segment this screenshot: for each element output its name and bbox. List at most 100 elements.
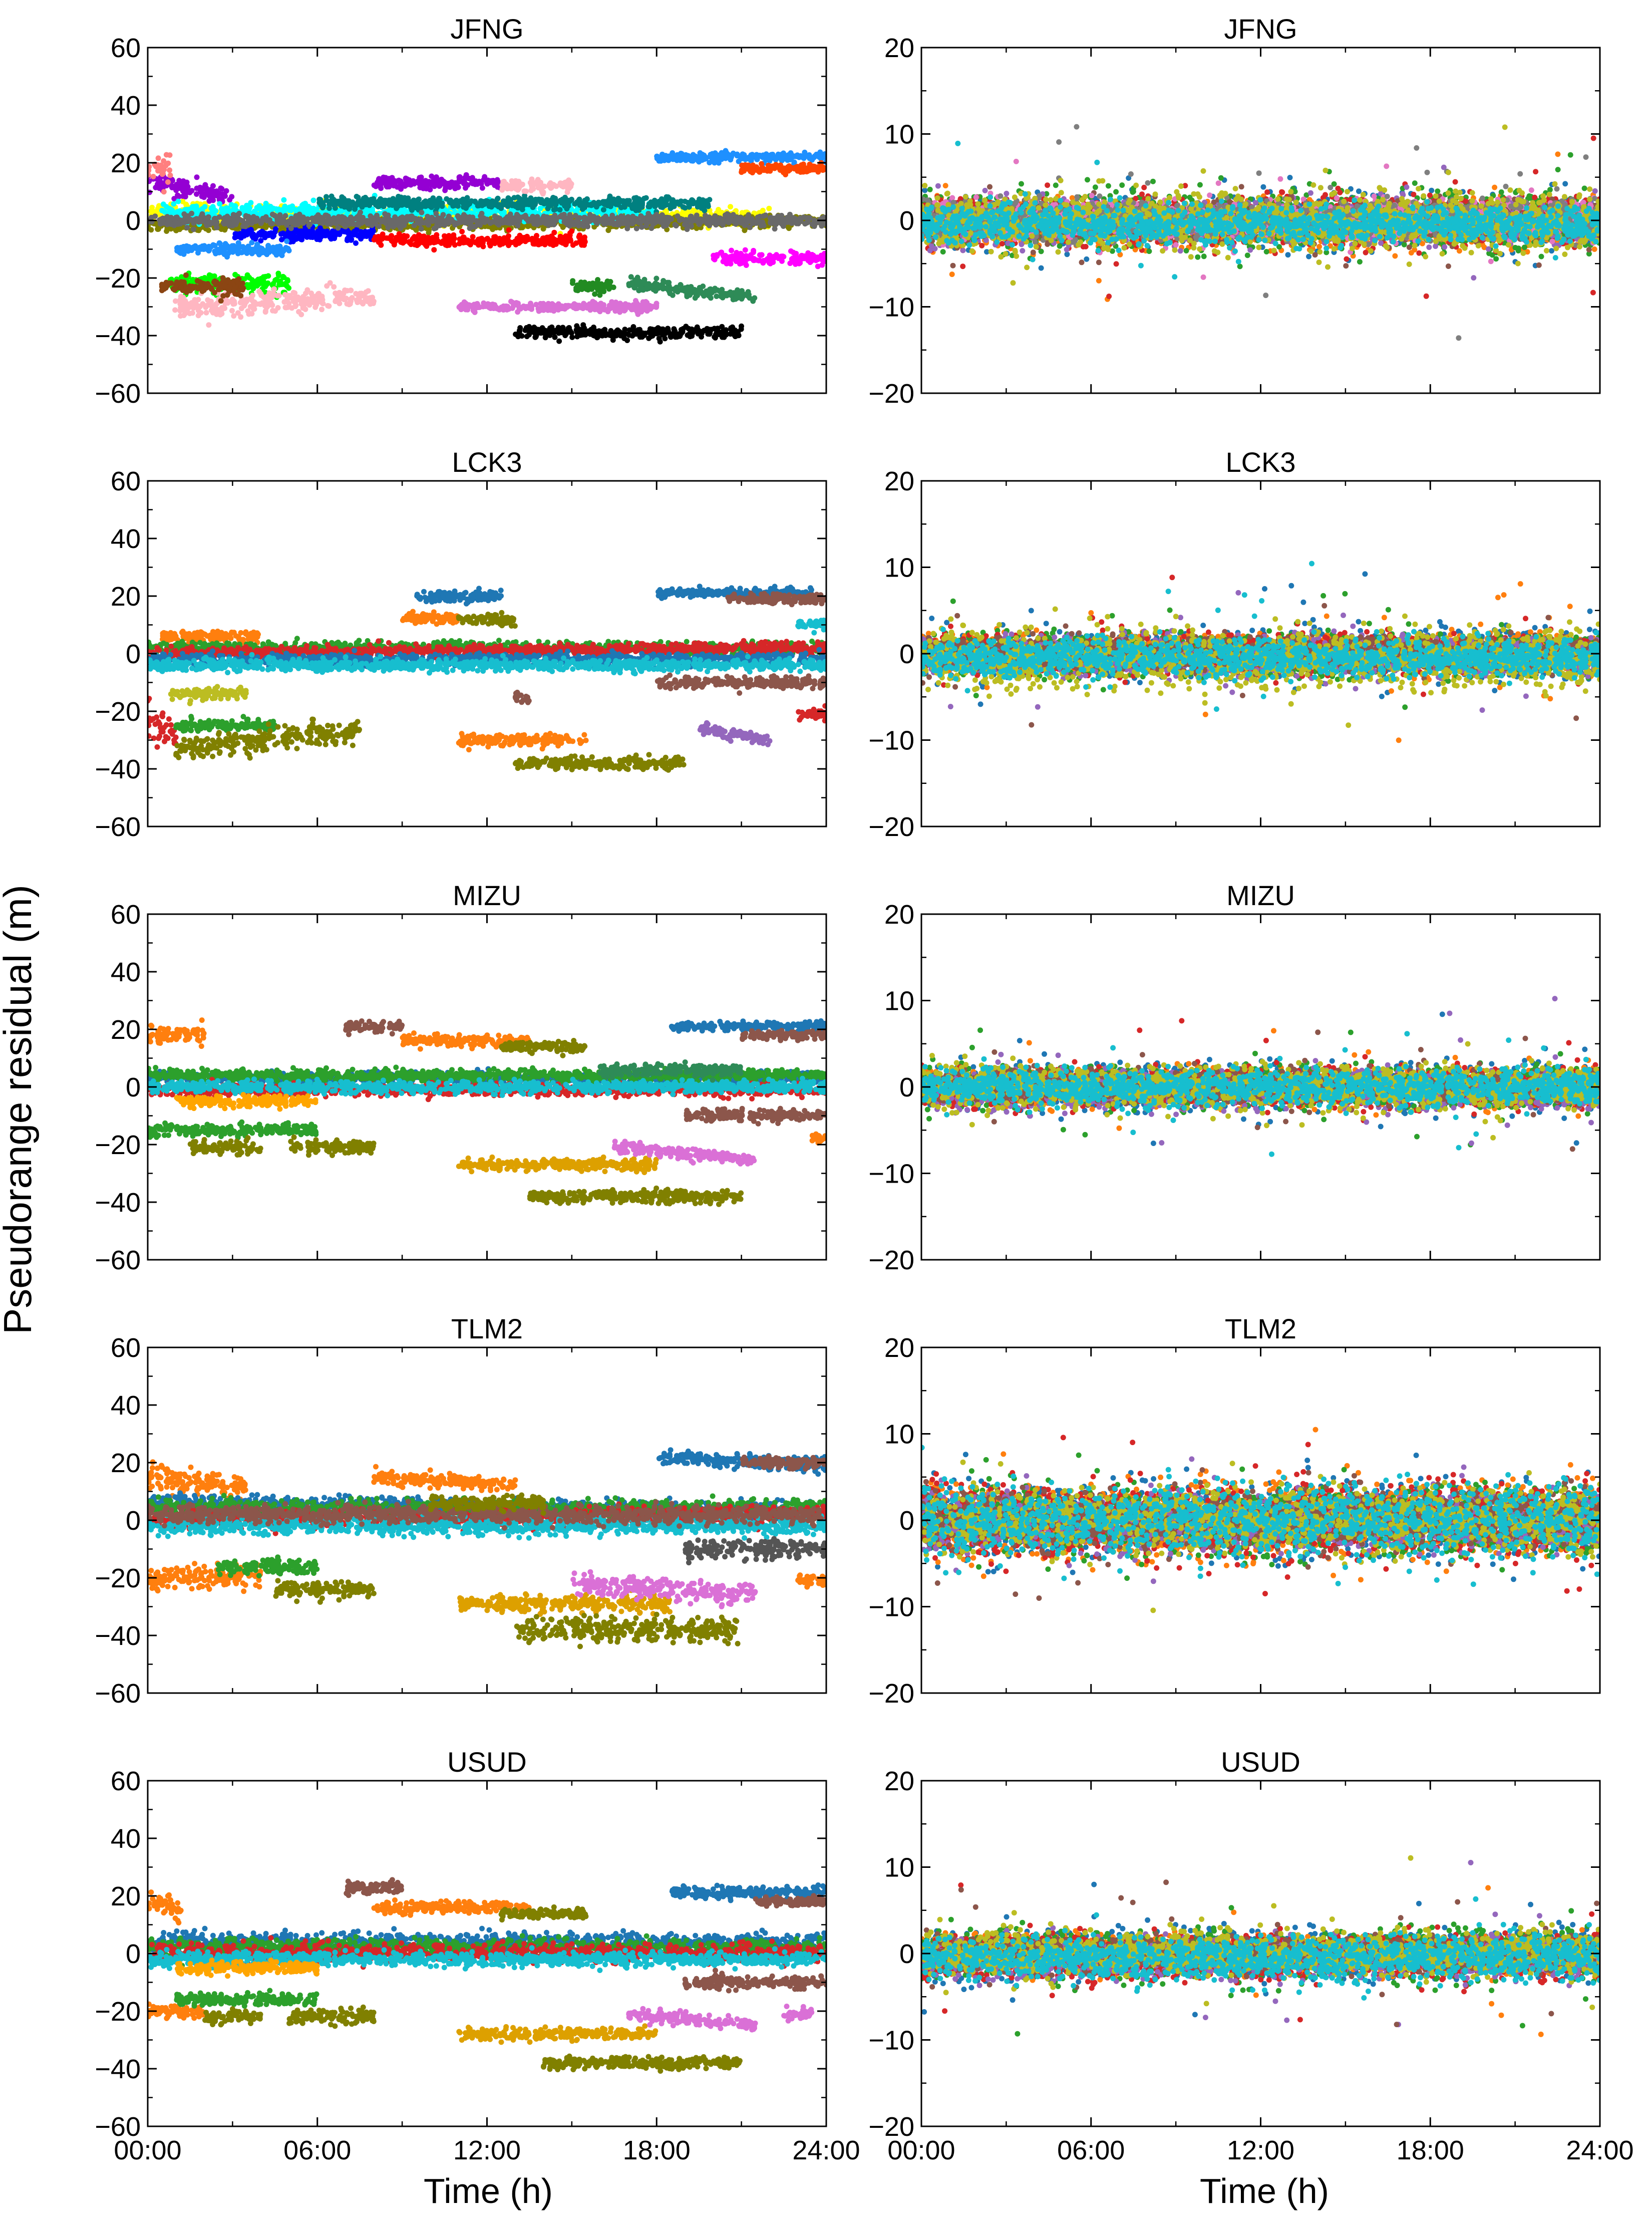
data-point (279, 237, 284, 242)
data-point (424, 199, 429, 205)
data-point (186, 246, 192, 252)
data-point (363, 195, 368, 200)
data-point (653, 303, 659, 309)
data-point (213, 251, 218, 256)
data-point (469, 198, 474, 204)
data-point (494, 306, 500, 312)
data-point (423, 179, 429, 184)
data-point (591, 325, 596, 330)
data-point (537, 238, 542, 243)
data-point (417, 175, 422, 180)
data-point (200, 185, 205, 191)
data-point (263, 308, 268, 314)
data-point (396, 178, 402, 183)
data-point (196, 304, 201, 309)
data-point (371, 228, 376, 234)
data-point (463, 198, 469, 203)
data-point (271, 293, 276, 298)
data-point (168, 173, 173, 178)
data-point (284, 238, 289, 244)
data-point (658, 204, 664, 210)
data-point (263, 302, 268, 307)
data-point (728, 204, 733, 209)
data-point (165, 161, 171, 166)
data-point (485, 199, 491, 204)
data-point (163, 283, 169, 289)
data-point (271, 287, 277, 292)
data-point (339, 194, 345, 200)
data-point (293, 236, 299, 242)
data-point (213, 282, 218, 288)
data-point (286, 301, 292, 306)
data-point (416, 238, 421, 243)
data-point (339, 293, 344, 298)
data-point (223, 245, 228, 250)
data-point (218, 298, 224, 304)
data-point (208, 188, 213, 193)
data-point (533, 200, 538, 206)
data-point (499, 187, 505, 193)
data-point (206, 322, 211, 328)
data-point (173, 299, 178, 304)
data-point (633, 195, 639, 200)
data-point (436, 196, 442, 202)
data-point (470, 181, 476, 186)
data-point (190, 205, 196, 210)
data-point (183, 194, 188, 199)
data-point (551, 207, 557, 212)
data-point (601, 207, 606, 212)
data-point (183, 185, 189, 190)
data-point (156, 155, 161, 161)
data-point (229, 308, 235, 314)
data-point (267, 246, 273, 252)
data-point (304, 234, 310, 240)
data-point (576, 303, 582, 308)
data-point (177, 298, 183, 303)
data-point (249, 240, 254, 245)
data-point (347, 200, 352, 205)
data-point (367, 297, 372, 302)
data-point (353, 240, 359, 246)
data-point (509, 178, 515, 184)
data-point (416, 196, 422, 202)
data-point (347, 233, 352, 239)
data-point (539, 197, 544, 202)
data-point (520, 198, 526, 203)
data-point (641, 196, 647, 201)
data-point (183, 272, 189, 278)
data-point (313, 302, 319, 308)
data-point (578, 202, 583, 208)
data-point (285, 277, 290, 283)
data-point (279, 252, 285, 258)
data-point (269, 303, 275, 308)
data-point (473, 240, 478, 245)
data-point (435, 182, 440, 188)
data-point (248, 304, 253, 310)
data-point (592, 300, 597, 306)
data-point (244, 297, 249, 302)
data-point (559, 304, 564, 309)
data-point (450, 201, 456, 207)
data-point (515, 301, 521, 306)
data-point (224, 205, 229, 211)
data-point (599, 306, 604, 312)
data-point (172, 307, 178, 313)
data-point (324, 198, 329, 203)
data-point (482, 174, 487, 180)
data-point (523, 188, 529, 194)
data-point (263, 297, 268, 302)
data-point (556, 339, 562, 344)
data-point (259, 250, 264, 255)
data-point (646, 201, 652, 207)
data-point (338, 202, 343, 207)
data-point (232, 203, 238, 208)
data-point (705, 202, 711, 207)
data-point (584, 196, 590, 202)
data-point (303, 291, 308, 296)
data-point (504, 182, 509, 188)
data-point (164, 204, 169, 209)
data-point (573, 240, 579, 246)
data-point (480, 238, 485, 244)
data-point (190, 284, 195, 289)
data-point (319, 307, 324, 312)
